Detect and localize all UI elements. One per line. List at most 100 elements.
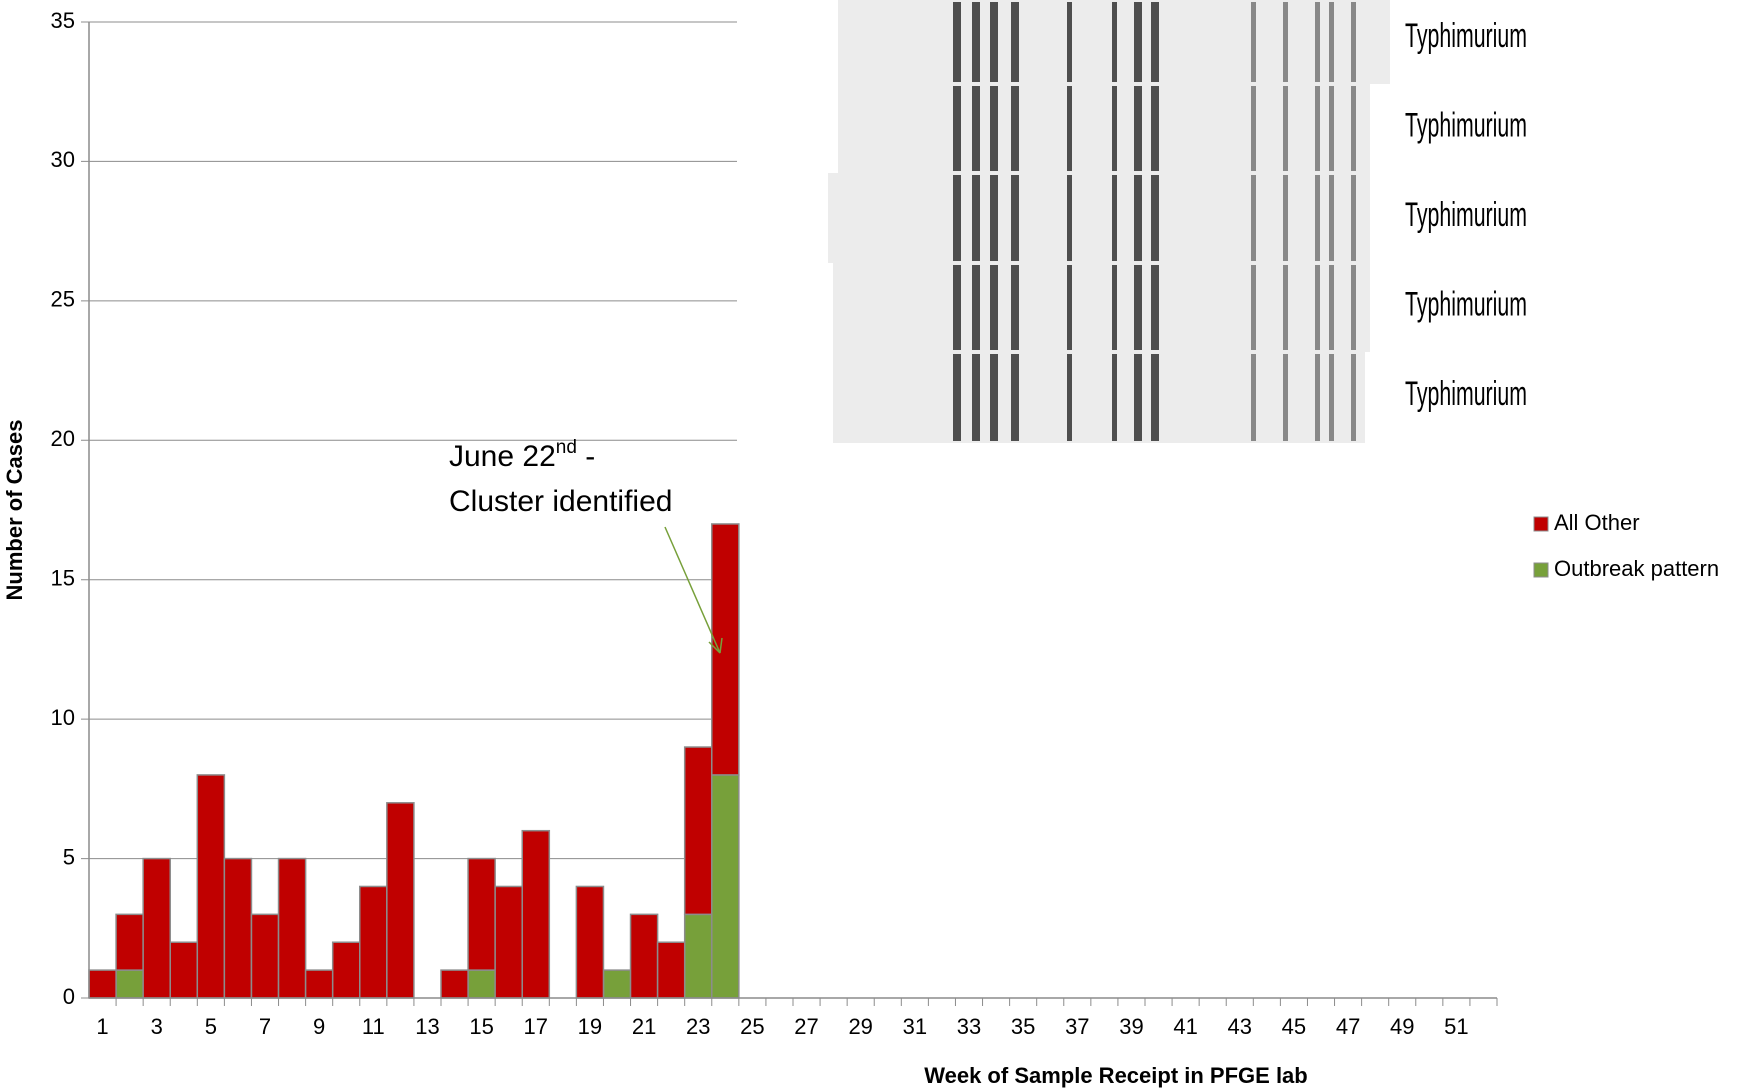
gel-band bbox=[1283, 86, 1288, 171]
gel-band bbox=[1329, 354, 1334, 441]
gel-band bbox=[1315, 265, 1320, 350]
gel-label: Typhimurium bbox=[1405, 196, 1527, 234]
gel-band bbox=[1351, 265, 1356, 350]
gel-band bbox=[1112, 2, 1117, 82]
gel-band bbox=[1151, 2, 1159, 82]
x-tick-label: 43 bbox=[1228, 1014, 1252, 1039]
bar-segment bbox=[468, 970, 495, 998]
bar-segment bbox=[279, 859, 306, 998]
gel-band bbox=[1351, 86, 1356, 171]
gel-band bbox=[1283, 2, 1288, 82]
gel-band bbox=[953, 2, 961, 82]
bar-segment bbox=[224, 859, 251, 998]
bar-segment bbox=[658, 942, 685, 998]
bar-segment bbox=[89, 970, 116, 998]
bar-segment bbox=[685, 747, 712, 914]
x-tick-label: 21 bbox=[632, 1014, 656, 1039]
gel-band bbox=[953, 354, 961, 441]
y-tick-label: 0 bbox=[63, 984, 75, 1009]
x-tick-label: 41 bbox=[1173, 1014, 1197, 1039]
gel-band bbox=[1134, 354, 1142, 441]
x-tick-label: 3 bbox=[151, 1014, 163, 1039]
x-tick-label: 49 bbox=[1390, 1014, 1414, 1039]
gel-band bbox=[990, 175, 998, 261]
bar-segment bbox=[712, 775, 739, 998]
x-tick-label: 25 bbox=[740, 1014, 764, 1039]
x-tick-label: 17 bbox=[524, 1014, 548, 1039]
bar-segment bbox=[468, 859, 495, 971]
gel-band bbox=[990, 354, 998, 441]
gel-label: Typhimurium bbox=[1405, 106, 1527, 144]
gel-band bbox=[1067, 2, 1072, 82]
gel-band bbox=[972, 86, 980, 171]
legend-swatch bbox=[1534, 563, 1548, 577]
legend-swatch bbox=[1534, 517, 1548, 531]
bar-segment bbox=[143, 859, 170, 998]
gel-band bbox=[1251, 265, 1256, 350]
x-tick-label: 11 bbox=[362, 1014, 385, 1039]
gel-band bbox=[990, 2, 998, 82]
bar-segment bbox=[631, 914, 658, 998]
gel-band bbox=[1067, 86, 1072, 171]
bar-segment bbox=[116, 970, 143, 998]
y-tick-label: 20 bbox=[51, 426, 75, 451]
annotation-text: - bbox=[577, 440, 595, 473]
gel-band bbox=[1283, 354, 1288, 441]
gel-band bbox=[1067, 354, 1072, 441]
gel-band bbox=[1011, 2, 1019, 82]
annotation: June 22nd - bbox=[449, 437, 595, 473]
x-tick-label: 29 bbox=[848, 1014, 872, 1039]
bar-segment bbox=[522, 831, 549, 998]
gel-band bbox=[1351, 2, 1356, 82]
y-tick-label: 5 bbox=[63, 844, 75, 869]
bar-segment bbox=[685, 914, 712, 998]
bar-segment bbox=[360, 886, 387, 998]
x-tick-label: 35 bbox=[1011, 1014, 1035, 1039]
gel-band bbox=[972, 265, 980, 350]
gel-band bbox=[1251, 2, 1256, 82]
x-tick-label: 51 bbox=[1444, 1014, 1468, 1039]
y-tick-label: 30 bbox=[51, 147, 75, 172]
gel-band bbox=[1151, 265, 1159, 350]
x-tick-label: 27 bbox=[794, 1014, 818, 1039]
x-tick-label: 9 bbox=[313, 1014, 325, 1039]
x-tick-label: 19 bbox=[578, 1014, 602, 1039]
gel-band bbox=[1251, 354, 1256, 441]
gel-band bbox=[1315, 354, 1320, 441]
gel-label: Typhimurium bbox=[1405, 375, 1527, 413]
gel-lane bbox=[838, 84, 1370, 173]
gel-band bbox=[1112, 175, 1117, 261]
x-tick-label: 13 bbox=[415, 1014, 439, 1039]
gel-band bbox=[1067, 265, 1072, 350]
gel-band bbox=[1351, 354, 1356, 441]
bar-segment bbox=[603, 970, 630, 998]
gel-band bbox=[1112, 265, 1117, 350]
y-axis-title: Number of Cases bbox=[2, 420, 27, 601]
x-tick-label: 37 bbox=[1065, 1014, 1089, 1039]
x-tick-label: 23 bbox=[686, 1014, 710, 1039]
gel-band bbox=[972, 354, 980, 441]
gel-band bbox=[1151, 175, 1159, 261]
legend-label: All Other bbox=[1554, 510, 1640, 535]
bar-segment bbox=[251, 914, 278, 998]
annotation-text: June 22 bbox=[449, 440, 556, 473]
bar-segment bbox=[197, 775, 224, 998]
chart: Week of Sample Receipt in PFGE lab Numbe… bbox=[0, 0, 1752, 1089]
y-tick-label: 15 bbox=[51, 566, 75, 591]
y-tick-label: 25 bbox=[51, 287, 75, 312]
annotation-superscript: nd bbox=[556, 437, 577, 458]
x-tick-label: 1 bbox=[96, 1014, 108, 1039]
gel-band bbox=[1011, 354, 1019, 441]
gel-band bbox=[1011, 86, 1019, 171]
bar-segment bbox=[576, 886, 603, 998]
gel-band bbox=[1283, 175, 1288, 261]
gel-band bbox=[1151, 86, 1159, 171]
gel-band bbox=[1251, 86, 1256, 171]
y-tick-label: 35 bbox=[51, 8, 75, 33]
x-tick-label: 45 bbox=[1282, 1014, 1306, 1039]
gel-band bbox=[1329, 2, 1334, 82]
gel-band bbox=[1283, 265, 1288, 350]
x-tick-label: 39 bbox=[1119, 1014, 1143, 1039]
bar-segment bbox=[306, 970, 333, 998]
bar-segment bbox=[495, 886, 522, 998]
